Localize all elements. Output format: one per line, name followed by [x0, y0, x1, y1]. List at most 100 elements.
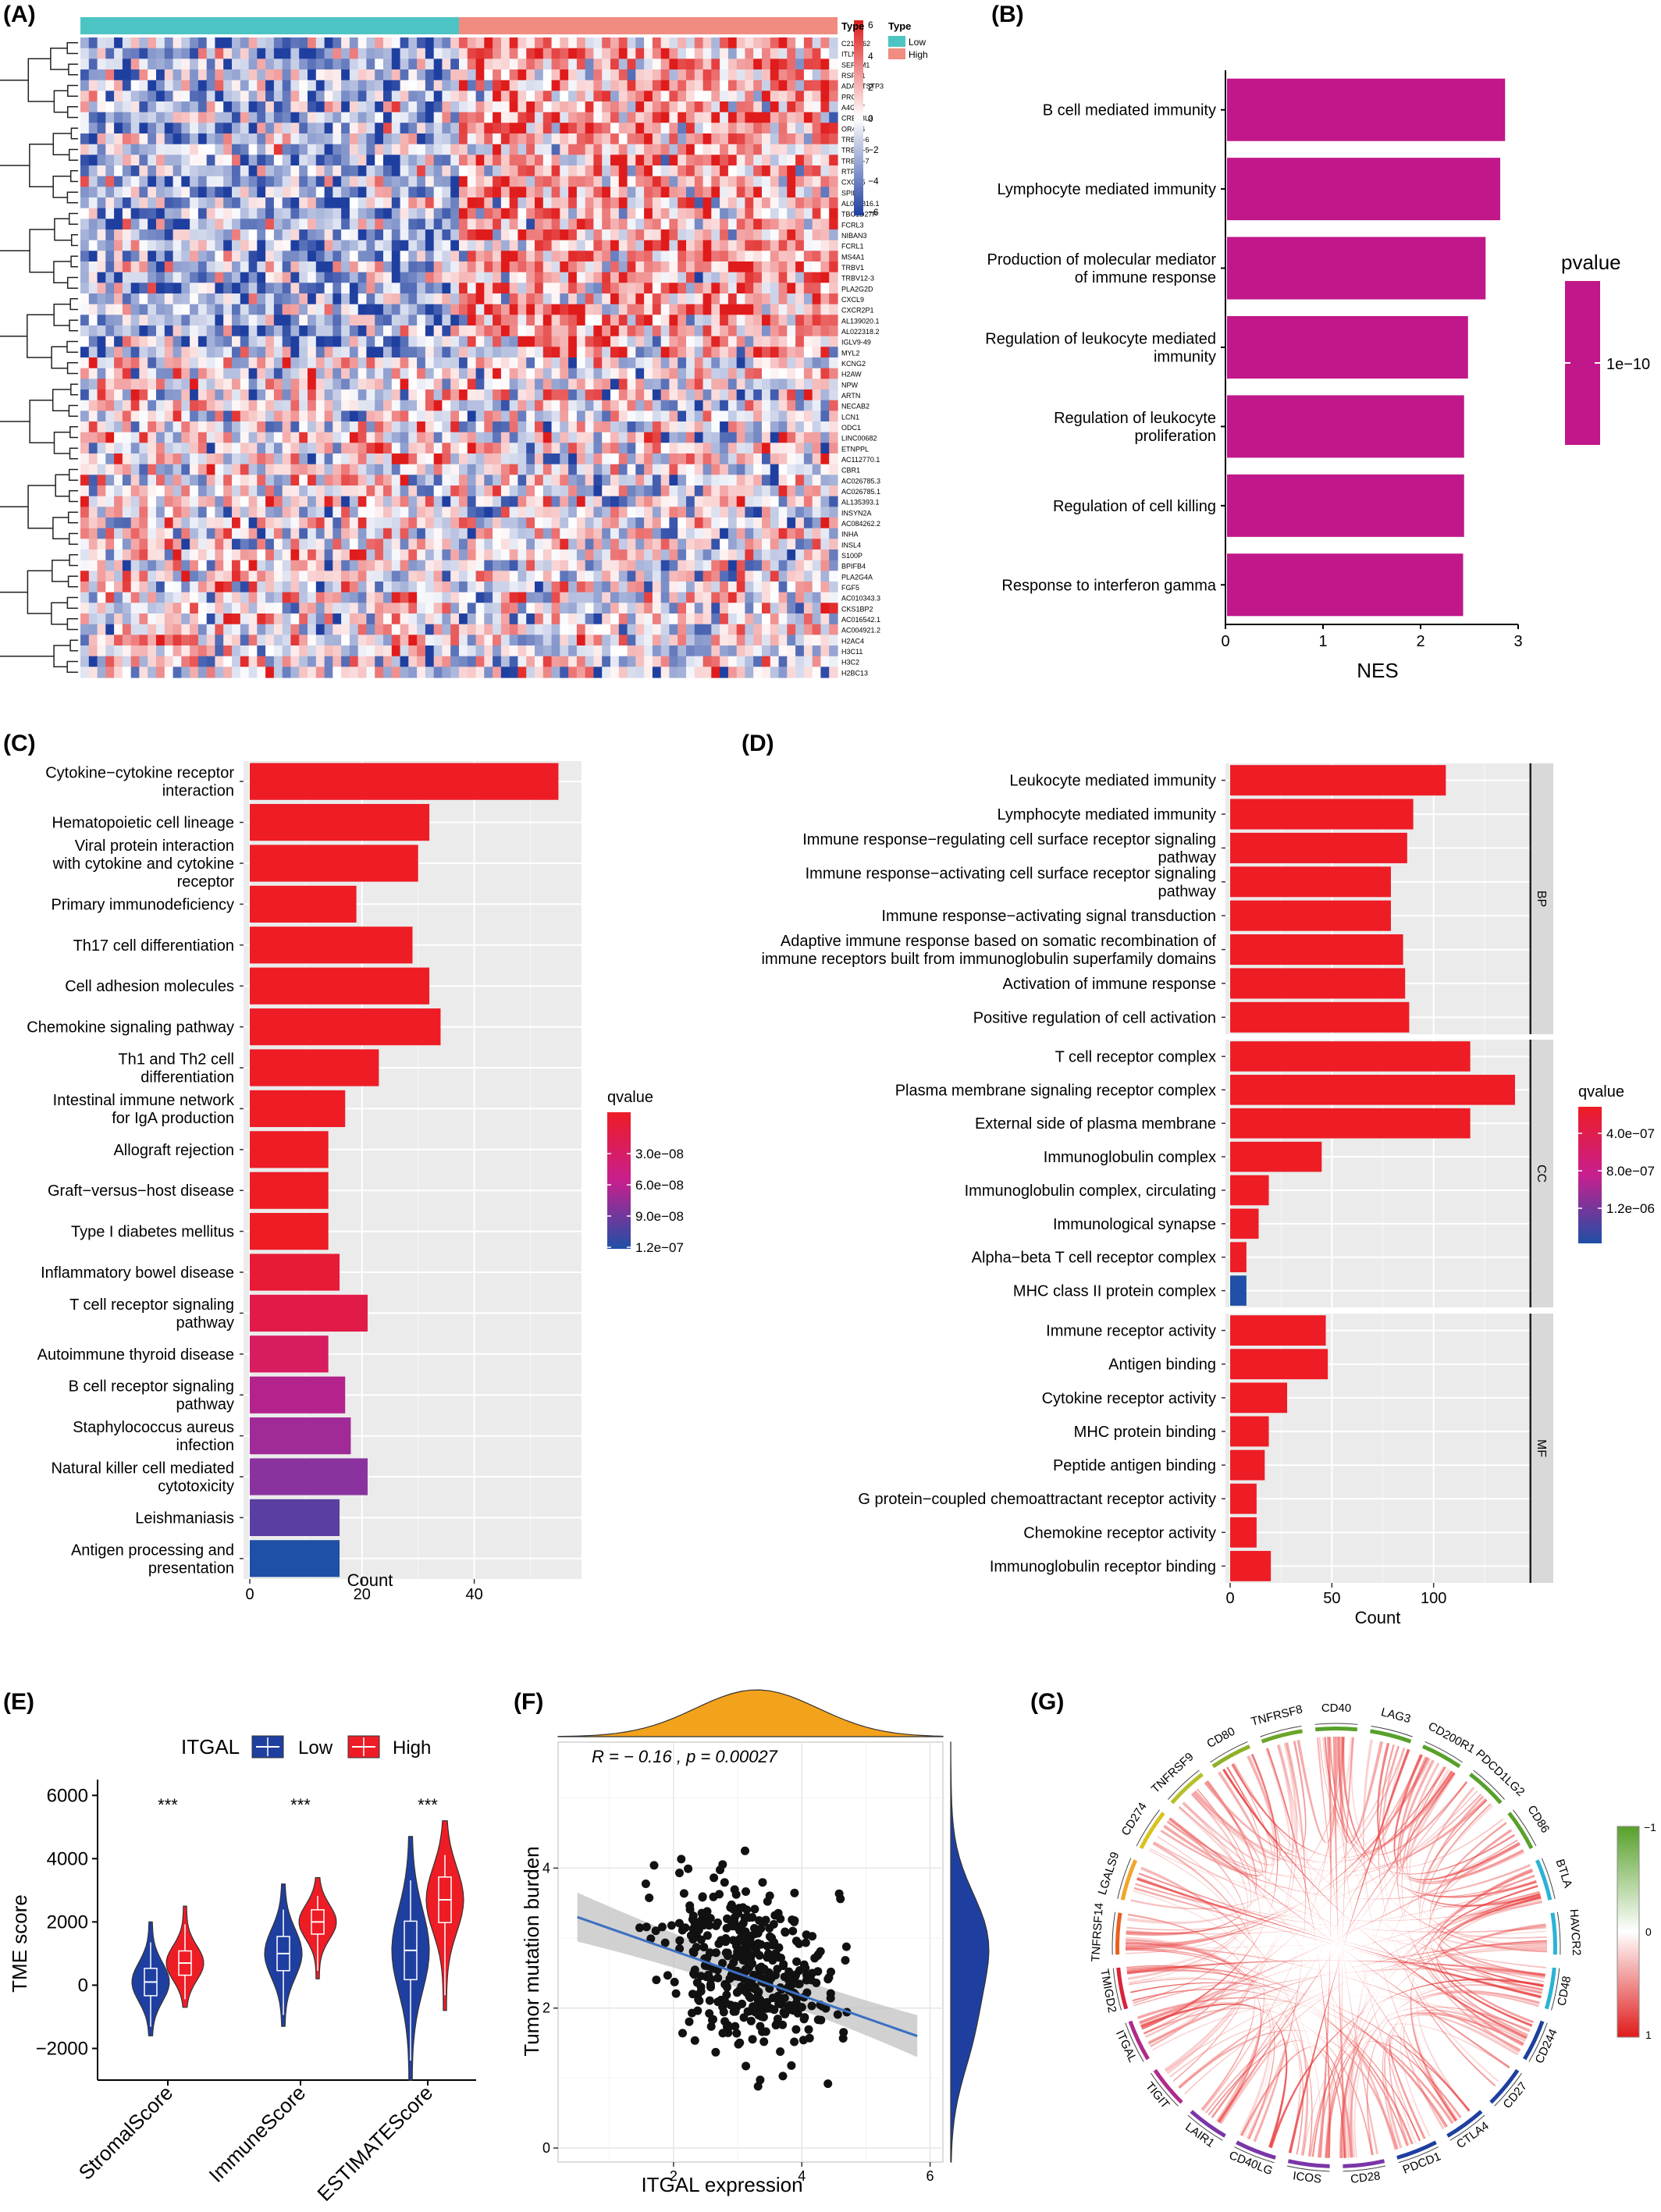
heatmap-cell [560, 155, 568, 165]
heatmap-cell [543, 560, 552, 571]
heatmap-cell [375, 336, 383, 347]
heatmap-cell [316, 539, 325, 549]
heatmap-cell [577, 603, 585, 613]
heatmap-cell [350, 101, 358, 112]
heatmap-cell [510, 91, 518, 101]
heatmap-cell [795, 421, 804, 432]
heatmap-cell [173, 464, 182, 475]
heatmap-cell [139, 283, 148, 293]
heatmap-cell [753, 283, 762, 293]
heatmap-cell [619, 144, 628, 155]
heatmap-cell [450, 603, 459, 613]
heatmap-cell [779, 219, 788, 229]
heatmap-cell [325, 251, 333, 261]
heatmap-cell [526, 123, 535, 133]
heatmap-cell [139, 240, 148, 251]
heatmap-cell [543, 101, 552, 112]
heatmap-cell [820, 240, 829, 251]
heatmap-cell [577, 272, 585, 283]
heatmap-cell [98, 357, 106, 368]
heatmap-cell [223, 603, 232, 613]
heatmap-cell [593, 304, 602, 315]
heatmap-cell [316, 443, 325, 453]
heatmap-cell [207, 101, 215, 112]
heatmap-cell [358, 112, 367, 123]
dendrogram-branch [51, 48, 69, 69]
heatmap-cell [661, 475, 670, 485]
heatmap-cell [510, 507, 518, 517]
heatmap-cell [232, 453, 240, 464]
heatmap-cell [804, 507, 813, 517]
heatmap-cell [123, 581, 131, 592]
heatmap-cell [526, 485, 535, 496]
heatmap-cell [813, 592, 821, 603]
heatmap-cell [753, 603, 762, 613]
heatmap-cell [619, 272, 628, 283]
heatmap-cell [535, 485, 543, 496]
heatmap-cell [207, 496, 215, 507]
heatmap-cell [813, 603, 821, 613]
heatmap-cell [240, 197, 249, 208]
heatmap-cell [813, 304, 821, 315]
heatmap-cell [173, 581, 182, 592]
heatmap-cell [325, 475, 333, 485]
heatmap-cell [535, 379, 543, 389]
heatmap-cell [131, 133, 140, 144]
heatmap-cell [408, 507, 417, 517]
heatmap-cell [484, 144, 493, 155]
heatmap-cell [619, 219, 628, 229]
heatmap-cell [610, 357, 619, 368]
heatmap-cell [459, 400, 468, 411]
heatmap-cell [366, 507, 375, 517]
heatmap-cell [753, 581, 762, 592]
heatmap-cell [139, 443, 148, 453]
heatmap-cell [820, 37, 829, 48]
heatmap-cell [510, 37, 518, 48]
heatmap-cell [358, 421, 367, 432]
heatmap-cell [240, 165, 249, 176]
heatmap-cell [257, 475, 265, 485]
heatmap-cell [400, 571, 409, 581]
heatmap-cell [635, 485, 644, 496]
heatmap-cell [350, 229, 358, 240]
heatmap-cell [728, 229, 737, 240]
heatmap-cell [375, 443, 383, 453]
heatmap-cell [366, 517, 375, 528]
heatmap-cell [468, 421, 476, 432]
heatmap-cell [762, 283, 770, 293]
heatmap-cell [543, 549, 552, 560]
heatmap-cell [450, 133, 459, 144]
heatmap-cell [207, 176, 215, 187]
heatmap-cell [644, 229, 653, 240]
heatmap-cell [510, 560, 518, 571]
heatmap-cell [779, 315, 788, 325]
heatmap-cell [290, 603, 299, 613]
heatmap-cell [105, 155, 114, 165]
heatmap-cell [80, 357, 89, 368]
heatmap-cell [779, 240, 788, 251]
heatmap-cell [669, 368, 678, 379]
heatmap-cell [165, 69, 173, 80]
heatmap-cell [493, 293, 501, 304]
heatmap-cell [476, 368, 485, 379]
heatmap-cell [661, 229, 670, 240]
heatmap-cell [602, 283, 610, 293]
heatmap-cell [829, 379, 838, 389]
heatmap-cell [577, 485, 585, 496]
heatmap-cell [131, 528, 140, 539]
heatmap-cell [711, 475, 720, 485]
heatmap-cell [804, 336, 813, 347]
heatmap-cell [232, 357, 240, 368]
heatmap-cell [442, 315, 450, 325]
heatmap-cell [669, 539, 678, 549]
heatmap-cell [619, 560, 628, 571]
heatmap-cell [325, 389, 333, 400]
heatmap-cell [804, 37, 813, 48]
dendrogram-branch [67, 342, 78, 353]
heatmap-cell [190, 507, 198, 517]
heatmap-cell [425, 325, 434, 336]
heatmap-cell [299, 592, 308, 603]
heatmap-cell [468, 496, 476, 507]
heatmap-cell [510, 315, 518, 325]
heatmap-cell [105, 368, 114, 379]
